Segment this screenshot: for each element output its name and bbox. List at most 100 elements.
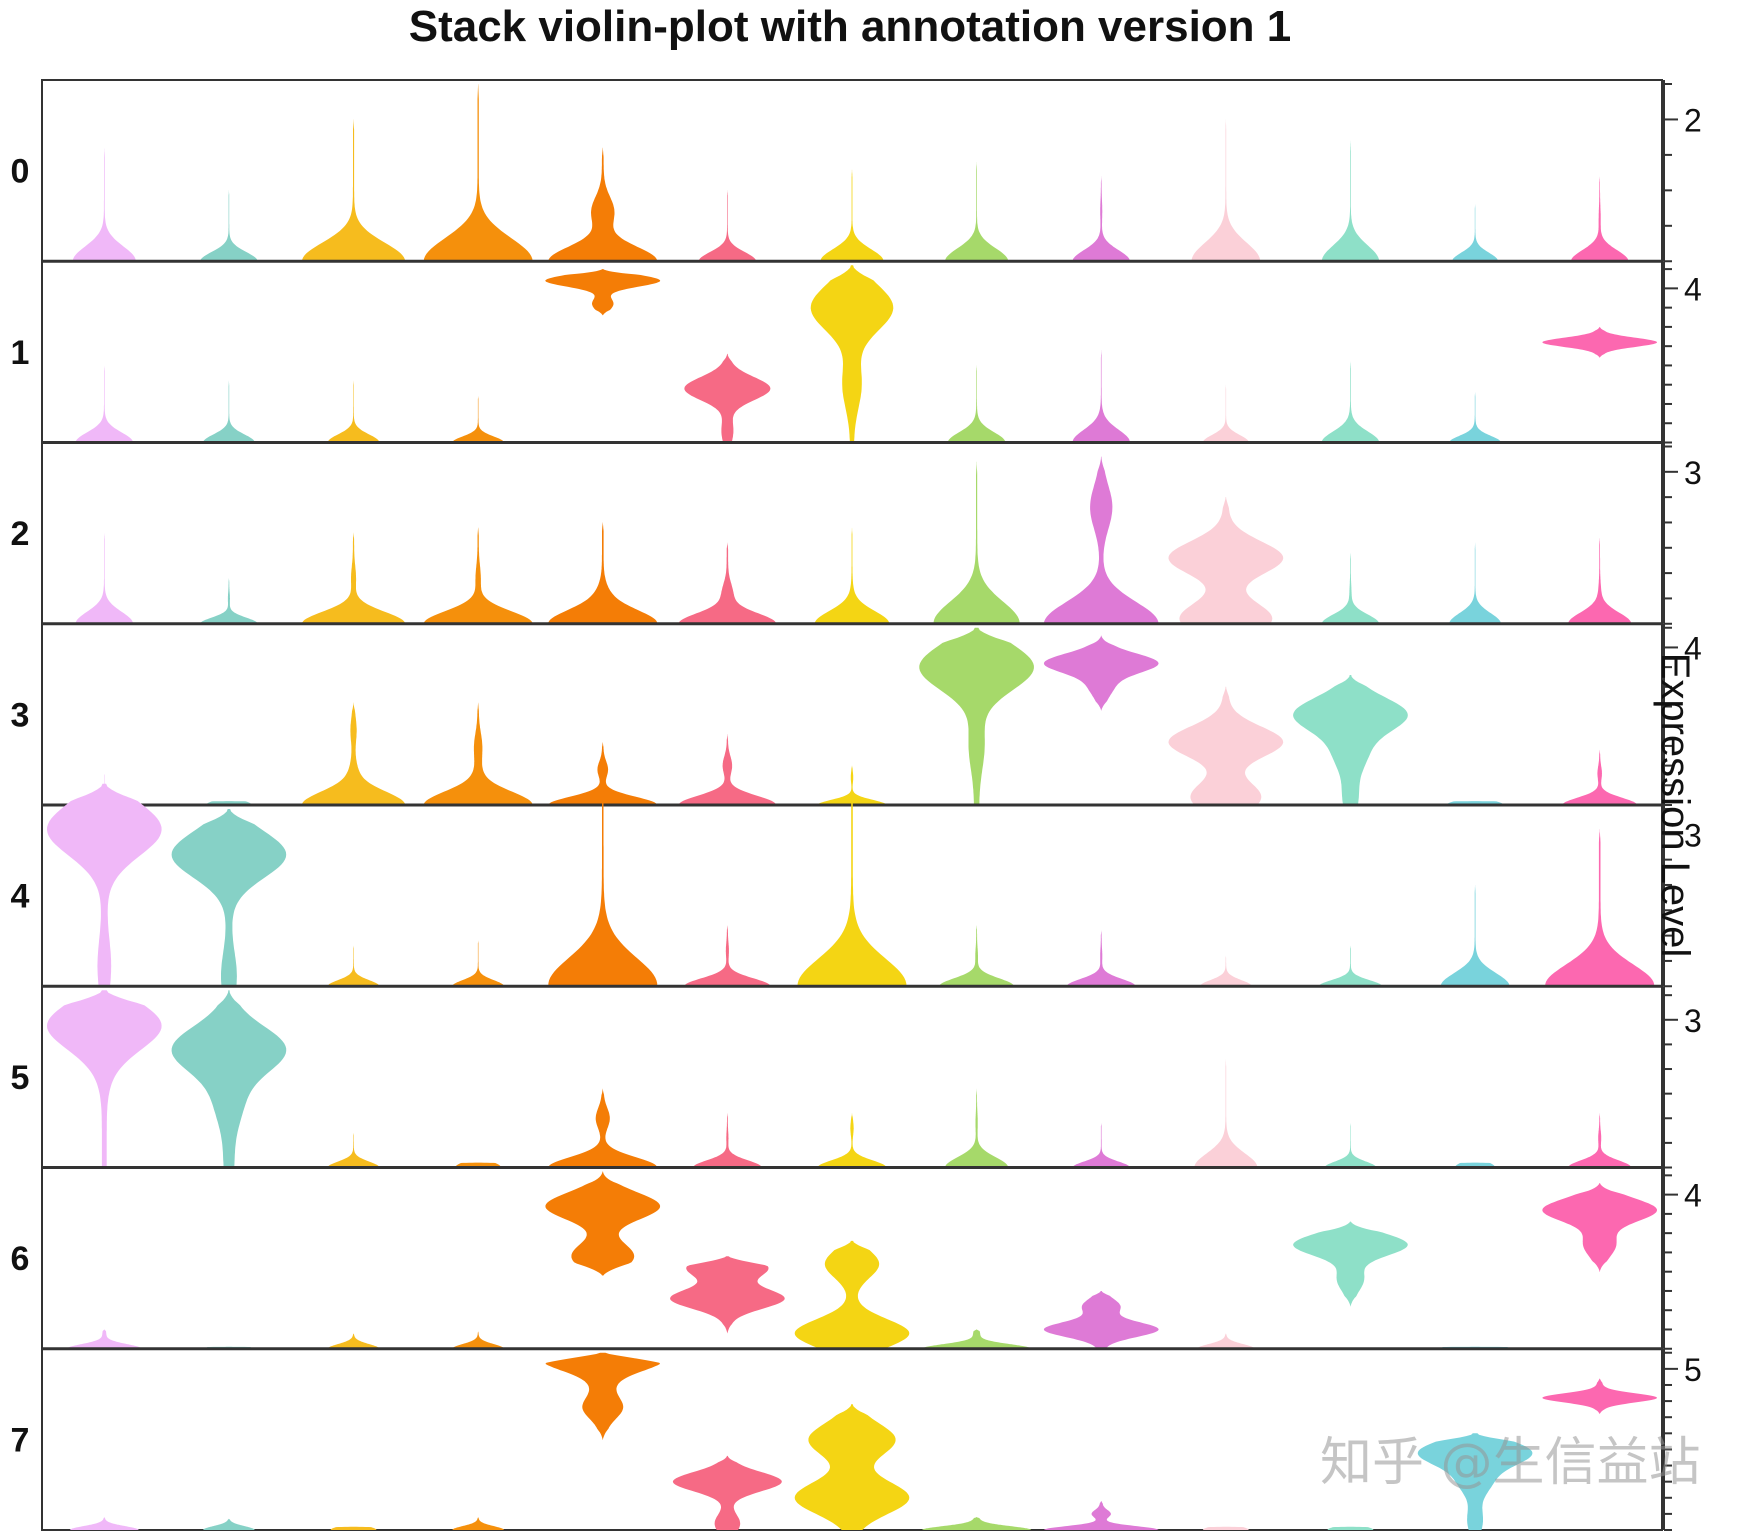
violin (548, 783, 658, 987)
violin (684, 353, 771, 443)
violin (797, 783, 907, 987)
violin (75, 532, 133, 624)
violin (1321, 361, 1380, 443)
row-tick-label: 4 (1684, 630, 1702, 666)
violin (1072, 350, 1130, 443)
violin (1168, 686, 1284, 805)
violin (1043, 1501, 1159, 1530)
row-tick-label: 3 (1684, 817, 1702, 853)
violin (548, 1088, 658, 1168)
violin (1440, 885, 1510, 987)
violin (1417, 1433, 1533, 1530)
violin-row (75, 456, 1632, 624)
violin-row (67, 1171, 1657, 1349)
violin (1072, 1123, 1130, 1168)
violin (919, 627, 1034, 805)
chart-title: Stack violin-plot with annotation versio… (408, 2, 1292, 51)
violin (684, 925, 771, 987)
violin-row (84, 627, 1637, 805)
violin (1293, 1221, 1408, 1307)
violin (1452, 204, 1498, 262)
violin (327, 945, 380, 987)
violin-row (69, 1352, 1657, 1530)
violin-row (47, 783, 1655, 987)
violin (1542, 1378, 1657, 1414)
violin (810, 265, 894, 443)
violin (545, 269, 661, 316)
row-tick-label: 4 (1684, 271, 1702, 307)
row-label: 4 (11, 878, 30, 916)
violin (678, 734, 777, 805)
violin (327, 1333, 380, 1349)
violin (1197, 1333, 1255, 1349)
row-tick-label: 4 (1684, 1178, 1702, 1214)
violin (171, 990, 287, 1168)
violin (452, 1331, 504, 1349)
row-tick-label: 2 (1684, 102, 1702, 138)
violin (1066, 930, 1136, 987)
violin (945, 1088, 1009, 1168)
violin (1324, 1123, 1377, 1168)
violin (200, 578, 258, 624)
violin (47, 990, 162, 1168)
row-tick-label: 5 (1684, 1352, 1702, 1388)
violin (945, 162, 1009, 262)
violin (1043, 456, 1159, 624)
violin (72, 147, 136, 262)
row-tick-label: 3 (1684, 455, 1702, 491)
row-label: 6 (11, 1240, 30, 1278)
violin (678, 542, 777, 624)
violin (69, 1517, 139, 1530)
violin (1449, 542, 1501, 624)
violin (1043, 635, 1159, 711)
violin (327, 380, 380, 443)
violin (933, 461, 1020, 624)
violin (939, 925, 1014, 987)
violin (1202, 384, 1249, 443)
violin (1568, 1113, 1632, 1168)
violin (817, 1113, 887, 1168)
violin-row (75, 265, 1657, 443)
violin (1200, 955, 1252, 987)
violin (548, 742, 658, 805)
violin (545, 1352, 661, 1440)
violin (1191, 119, 1261, 262)
violin (1318, 945, 1382, 987)
violin (1562, 749, 1637, 805)
violin (200, 190, 258, 262)
y-axis-label: Expression Level (1653, 652, 1697, 958)
violin (1568, 537, 1632, 624)
violin (548, 522, 658, 624)
violin (922, 1329, 1032, 1349)
violin-row (72, 84, 1629, 262)
violin (1571, 176, 1629, 262)
row-label: 5 (11, 1059, 30, 1097)
row-tick-label: 3 (1684, 1003, 1702, 1039)
violin (548, 147, 658, 262)
violin (423, 527, 533, 624)
violin (672, 1455, 782, 1530)
violin (814, 527, 890, 624)
violin (452, 1517, 504, 1530)
violin-row (47, 990, 1632, 1168)
violin (1545, 829, 1655, 987)
row-label: 0 (11, 153, 30, 191)
violin (1327, 1526, 1374, 1530)
violin (1072, 176, 1130, 262)
violin (1321, 552, 1380, 624)
row-label: 7 (11, 1421, 30, 1459)
violin (171, 809, 287, 987)
violin (301, 119, 406, 262)
violin (1202, 1526, 1249, 1530)
violin (1293, 675, 1408, 805)
violin (47, 783, 162, 987)
violin (327, 1133, 380, 1168)
violin (693, 1113, 762, 1168)
violin (75, 365, 133, 443)
violin (545, 1171, 661, 1276)
violin (948, 365, 1006, 443)
violin (330, 1526, 377, 1530)
violin (922, 1517, 1032, 1530)
